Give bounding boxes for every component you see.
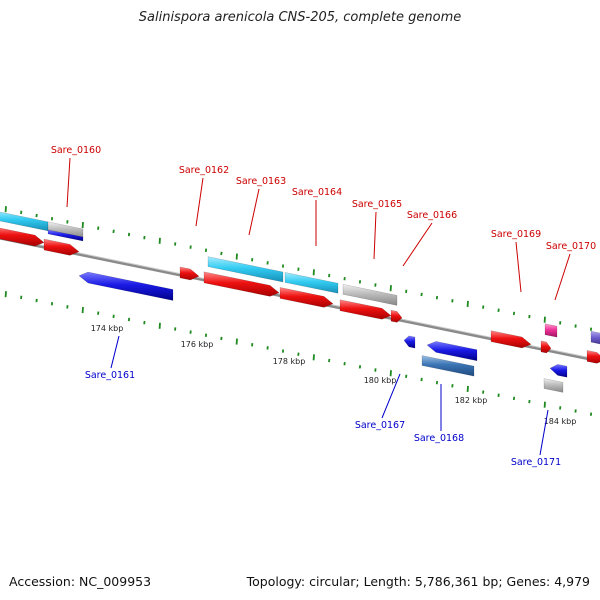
gene-sare-0164-cds[interactable] (279, 287, 334, 308)
leader-line (373, 211, 377, 260)
gene-label-sare-0161[interactable]: Sare_0161 (85, 370, 135, 381)
gene-sare-0162-cds[interactable] (179, 266, 200, 281)
leader-line (195, 177, 204, 227)
gene-sare-0170-feature[interactable] (544, 323, 558, 338)
leader-line (66, 157, 71, 208)
scale-label: 174 kbp (91, 324, 124, 333)
map-title: Salinispora arenicola CNS-205, complete … (138, 10, 462, 25)
gene-sare-0170-cds[interactable] (540, 340, 552, 354)
gene-label-sare-0170[interactable]: Sare_0170 (546, 241, 596, 252)
gene-label-sare-0164[interactable]: Sare_0164 (292, 187, 342, 198)
gene-sare-0166-cds[interactable] (390, 309, 403, 323)
leader-line (248, 188, 260, 236)
gene-sare-0168-cds[interactable] (426, 341, 478, 362)
gene-label-sare-0167[interactable]: Sare_0167 (355, 420, 405, 431)
leader-line (110, 335, 120, 369)
scale-label: 180 kbp (364, 376, 397, 385)
accession-label: Accession: NC_009953 (9, 574, 152, 589)
gene-sare-0160-cds[interactable] (43, 238, 80, 256)
scale-label: 178 kbp (273, 357, 306, 366)
leader-line (402, 222, 433, 267)
gene-label-sare-0163[interactable]: Sare_0163 (236, 176, 286, 187)
gene-sare-0163-cds[interactable] (203, 271, 280, 297)
gene-label-sare-0165[interactable]: Sare_0165 (352, 199, 402, 210)
gene-sare-0171-feature[interactable] (543, 378, 564, 393)
gene-sare-0161-cds[interactable] (78, 271, 174, 301)
gene-label-sare-0160[interactable]: Sare_0160 (51, 145, 101, 156)
gene-label-sare-0162[interactable]: Sare_0162 (179, 165, 229, 176)
leader-line (381, 373, 401, 419)
gene-sare-0165-feature[interactable] (342, 284, 398, 306)
scale-label: 182 kbp (455, 396, 488, 405)
leader-line (515, 241, 522, 293)
leader-line (539, 409, 549, 456)
gene-sare-0165-cds[interactable] (339, 299, 392, 320)
lower-scale-ticks (4, 291, 593, 416)
gene-label-sare-0171[interactable]: Sare_0171 (511, 457, 561, 468)
scale-label: 176 kbp (181, 340, 214, 349)
gene-sare-0171-cds[interactable] (549, 364, 568, 378)
gene-sare-0163-rna[interactable] (207, 256, 284, 283)
feature-box-cyan[interactable] (0, 210, 49, 232)
gene-label-sare-0169[interactable]: Sare_0169 (491, 229, 541, 240)
gene-cds-forward[interactable] (0, 226, 45, 247)
gene-sare-0164-rna[interactable] (284, 272, 339, 294)
gene-sare-0167-cds[interactable] (403, 335, 416, 349)
gene-label-sare-0166[interactable]: Sare_0166 (407, 210, 457, 221)
feature-box-blue[interactable] (47, 229, 84, 242)
gene-sare-0168-rna[interactable] (421, 355, 475, 377)
feature-box-purple[interactable] (590, 330, 600, 345)
gene-sare-0169-cds[interactable] (490, 330, 532, 349)
genome-summary-label: Topology: circular; Length: 5,786,361 bp… (246, 574, 590, 589)
upper-scale-ticks (4, 206, 593, 331)
gene-cds-edge[interactable] (586, 350, 600, 364)
leader-line (554, 253, 571, 301)
gene-label-sare-0168[interactable]: Sare_0168 (414, 433, 464, 444)
scale-label: 184 kbp (544, 417, 577, 426)
